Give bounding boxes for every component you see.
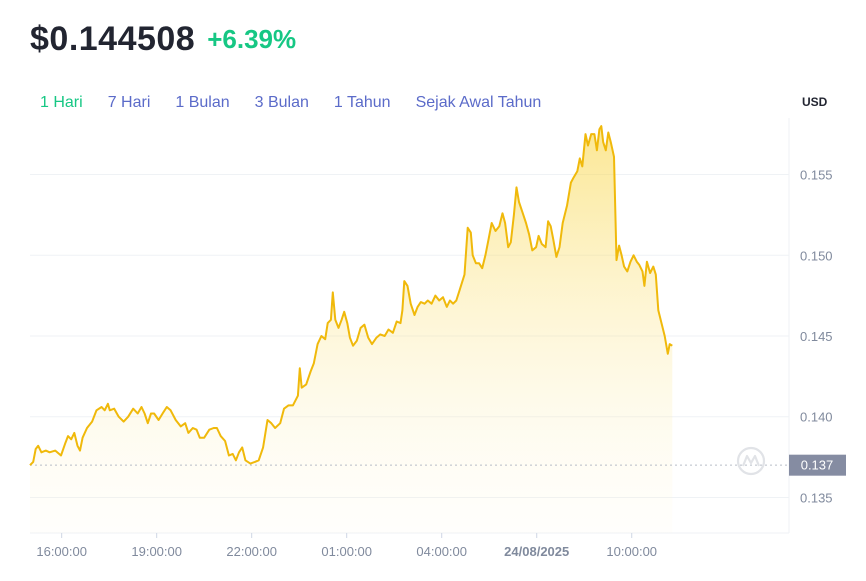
open-price-badge: 0.137 xyxy=(789,454,846,476)
price-header: $0.144508 +6.39% xyxy=(30,18,296,60)
tab-1-hari[interactable]: 1 Hari xyxy=(40,94,83,111)
y-tick-label: 0.140 xyxy=(800,410,833,425)
tab-7-hari[interactable]: 7 Hari xyxy=(107,94,151,111)
x-tick-label: 16:00:00 xyxy=(36,544,87,559)
tab-1-bulan[interactable]: 1 Bulan xyxy=(175,94,230,111)
currency-unit-label: USD xyxy=(802,95,828,109)
current-price: $0.144508 xyxy=(30,19,196,58)
tab-3-bulan[interactable]: 3 Bulan xyxy=(254,94,309,111)
svg-text:0.137: 0.137 xyxy=(801,458,834,473)
y-tick-label: 0.145 xyxy=(800,329,833,344)
tab-1-tahun[interactable]: 1 Tahun xyxy=(333,94,391,111)
x-tick-label: 10:00:00 xyxy=(606,544,657,559)
timeframe-tabs: 1 Hari 7 Hari 1 Bulan 3 Bulan 1 Tahun Se… xyxy=(40,94,566,112)
x-tick-label: 19:00:00 xyxy=(131,544,182,559)
price-line xyxy=(29,125,673,466)
price-area-fill xyxy=(30,126,673,533)
x-tick-label: 04:00:00 xyxy=(416,544,467,559)
y-tick-label: 0.155 xyxy=(800,168,833,183)
price-change: +6.39% xyxy=(207,23,297,54)
watermark-logo xyxy=(736,446,766,476)
x-tick-label: 01:00:00 xyxy=(321,544,372,559)
y-axis-ticks: 0.135 0.140 0.145 0.150 0.155 xyxy=(800,168,833,506)
y-tick-label: 0.135 xyxy=(800,490,833,505)
x-tick-label: 22:00:00 xyxy=(226,544,277,559)
x-axis-ticks: 16:00:00 19:00:00 22:00:00 01:00:00 04:00:00… xyxy=(36,533,657,559)
y-tick-label: 0.150 xyxy=(800,248,833,263)
tab-ytd[interactable]: Sejak Awal Tahun xyxy=(415,94,542,111)
x-tick-label: 24/08/2025 xyxy=(504,544,569,559)
